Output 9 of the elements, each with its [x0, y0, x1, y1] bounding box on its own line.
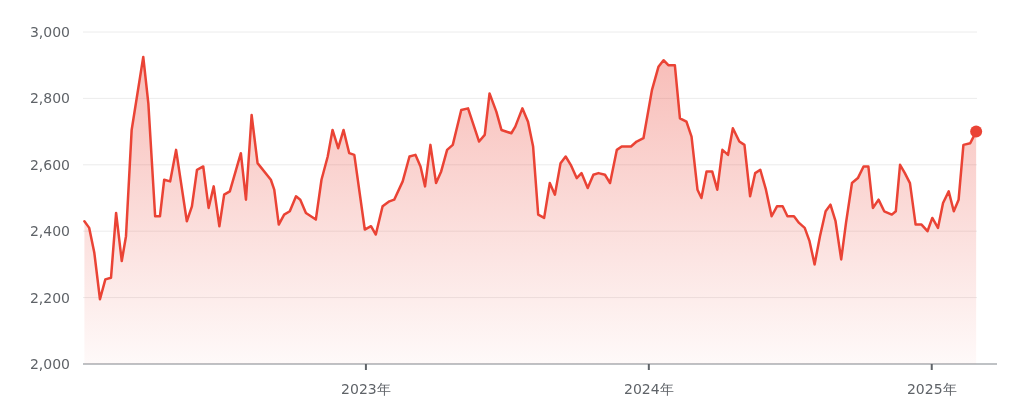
y-tick-label: 3,000 [29, 24, 70, 40]
y-tick-label: 2,800 [29, 90, 70, 107]
y-tick-label: 2,400 [29, 223, 70, 240]
y-tick-label: 2,200 [29, 289, 70, 306]
x-tick-label: 2025年 [906, 381, 957, 397]
y-tick-label: 2,000 [29, 356, 70, 372]
x-tick-label: 2024年 [624, 381, 674, 397]
x-tick-label: 2023年 [341, 381, 391, 397]
y-tick-label: 2,600 [29, 156, 70, 173]
